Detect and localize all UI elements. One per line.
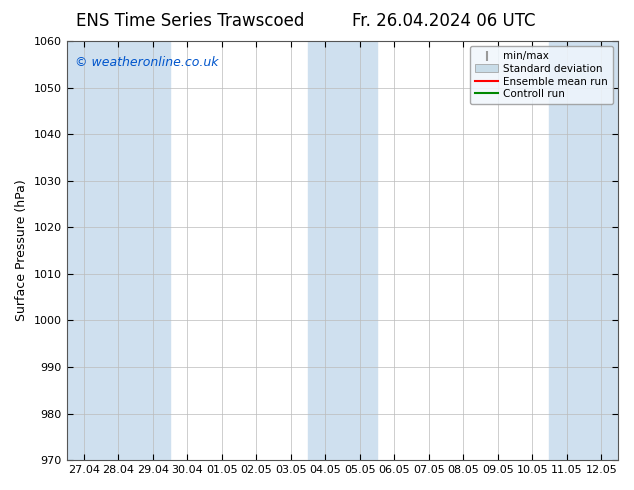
Y-axis label: Surface Pressure (hPa): Surface Pressure (hPa): [15, 180, 28, 321]
Bar: [136, 41, 170, 460]
Text: Fr. 26.04.2024 06 UTC: Fr. 26.04.2024 06 UTC: [352, 12, 536, 30]
Bar: [67, 41, 136, 460]
Legend: min/max, Standard deviation, Ensemble mean run, Controll run: min/max, Standard deviation, Ensemble me…: [470, 46, 613, 104]
Bar: [550, 41, 619, 460]
Bar: [308, 41, 377, 460]
Text: ENS Time Series Trawscoed: ENS Time Series Trawscoed: [76, 12, 304, 30]
Text: © weatheronline.co.uk: © weatheronline.co.uk: [75, 56, 218, 69]
